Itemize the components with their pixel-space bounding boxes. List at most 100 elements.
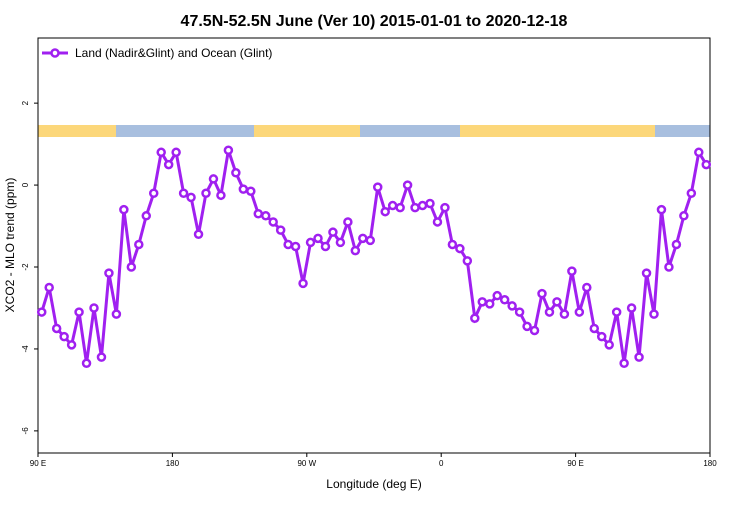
point xyxy=(89,303,99,313)
point xyxy=(81,358,92,369)
point xyxy=(484,299,495,309)
point xyxy=(59,331,69,342)
x-tick-label: 90 W xyxy=(297,459,316,468)
point xyxy=(694,147,704,158)
point xyxy=(178,188,189,199)
point xyxy=(492,290,502,301)
point xyxy=(425,198,435,209)
y-tick-label: 2 xyxy=(21,100,30,105)
point xyxy=(290,241,301,252)
point xyxy=(447,239,458,250)
point xyxy=(544,307,555,317)
y-tick-label: 0 xyxy=(21,182,30,187)
point xyxy=(66,340,77,350)
y-tick-label: -6 xyxy=(21,427,30,435)
plot-frame xyxy=(37,37,711,454)
point xyxy=(619,358,629,369)
point xyxy=(216,190,226,201)
point xyxy=(223,145,234,156)
point xyxy=(275,225,286,235)
point xyxy=(686,188,697,199)
point xyxy=(470,313,480,323)
series-line xyxy=(40,148,708,364)
point xyxy=(417,200,428,211)
legend-label: Land (Nadir&Glint) and Ocean (Glint) xyxy=(75,46,272,60)
point xyxy=(350,245,361,256)
point xyxy=(283,239,293,250)
point xyxy=(246,186,256,196)
point xyxy=(328,227,338,237)
point xyxy=(387,200,398,211)
point xyxy=(589,323,600,334)
x-tick-label: 180 xyxy=(703,459,717,468)
point xyxy=(163,159,174,170)
point xyxy=(626,303,637,313)
point xyxy=(365,235,376,246)
point xyxy=(582,282,592,293)
point xyxy=(51,323,62,334)
point xyxy=(604,340,614,350)
point xyxy=(104,268,114,278)
land-band xyxy=(38,125,116,137)
legend-marker xyxy=(50,48,60,58)
point xyxy=(499,295,510,305)
point xyxy=(186,192,196,203)
point xyxy=(395,202,405,213)
point xyxy=(238,184,249,194)
point xyxy=(656,204,667,215)
point xyxy=(514,307,525,317)
point xyxy=(335,237,346,248)
point xyxy=(671,239,682,250)
x-axis-label: Longitude (deg E) xyxy=(326,477,421,491)
point xyxy=(96,352,107,362)
point xyxy=(537,288,547,299)
point xyxy=(156,147,166,158)
point xyxy=(649,309,659,319)
point xyxy=(611,307,622,317)
point xyxy=(358,233,368,244)
point xyxy=(268,217,278,227)
x-tick-label: 180 xyxy=(166,459,180,468)
point xyxy=(641,268,652,278)
point xyxy=(432,217,443,227)
point xyxy=(119,204,129,215)
point xyxy=(372,182,383,192)
point xyxy=(320,241,331,252)
point xyxy=(529,325,540,336)
point xyxy=(455,243,465,254)
point xyxy=(559,309,570,319)
point xyxy=(343,217,353,227)
point xyxy=(634,352,644,362)
point xyxy=(567,266,577,276)
point xyxy=(193,229,204,239)
point xyxy=(462,256,473,266)
point xyxy=(74,307,84,317)
point xyxy=(201,188,211,199)
point xyxy=(522,321,532,332)
point xyxy=(552,297,562,307)
x-tick-label: 0 xyxy=(439,459,444,468)
point xyxy=(679,211,689,221)
point xyxy=(477,297,488,307)
x-tick-label: 90 E xyxy=(30,459,46,468)
chart-title: 47.5N-52.5N June (Ver 10) 2015-01-01 to … xyxy=(181,13,568,30)
point xyxy=(126,262,137,272)
point xyxy=(134,239,144,250)
x-tick-label: 90 E xyxy=(567,459,583,468)
land-band xyxy=(460,125,655,137)
y-tick-label: -4 xyxy=(21,345,30,353)
land-band xyxy=(254,125,360,137)
point xyxy=(298,278,308,289)
point xyxy=(313,233,323,244)
point xyxy=(664,262,674,272)
point xyxy=(402,180,413,190)
point xyxy=(253,209,264,219)
point xyxy=(440,202,450,213)
point xyxy=(148,188,159,199)
point xyxy=(701,159,712,170)
y-axis-label: XCO2 - MLO trend (ppm) xyxy=(3,178,17,313)
land-ocean-bar xyxy=(38,125,710,137)
point xyxy=(36,307,47,317)
point xyxy=(574,307,585,317)
